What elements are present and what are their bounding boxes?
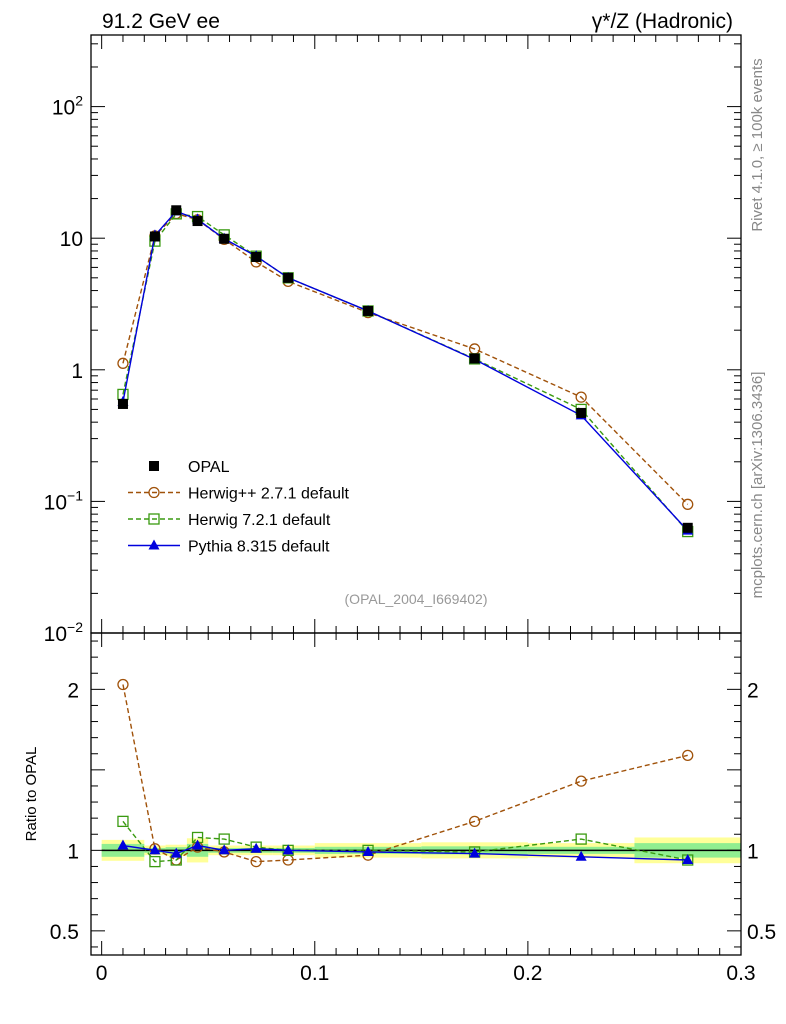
analysis-id: (OPAL_2004_I669402) [345,591,488,607]
ratio-point-herwig7 [149,855,161,868]
header-right: γ*/Z (Hadronic) [592,10,733,33]
legend-label-herwigpp: Herwig++ 2.7.1 default [188,486,350,503]
series-line-pythia [122,210,689,532]
series-line-herwig7 [122,213,689,533]
data-point-opal [149,231,160,242]
ratio-y-tick-label-right: 0.5 [747,921,776,944]
ratio-point-pythia [682,854,694,865]
ratio-point-pythia [282,844,294,855]
legend-entry-herwigpp: Herwig++ 2.7.1 default [128,486,350,503]
data-point-opal [251,251,262,262]
ratio-y-tick-label-right: 1 [747,840,759,863]
y-tick-label: 10−1 [44,487,84,514]
data-point-opal [682,522,693,533]
ratio-point-herwigpp [575,775,587,787]
y-tick-label: 10−2 [44,619,84,646]
legend-label-opal: OPAL [188,459,230,476]
ratio-y-tick-label-left: 0.5 [50,921,79,944]
ratio-y-tick-label-left: 1 [67,840,79,863]
x-tick-label: 0.3 [726,962,755,985]
ratio-frame [90,632,742,956]
data-point-opal [219,233,230,244]
ratio-point-herwig7 [117,815,129,828]
ratio-point-herwig7 [575,833,587,845]
ratio-point-pythia [170,847,182,858]
ratio-point-pythia [362,845,374,856]
legend-marker-opal [149,461,159,471]
mcplots-label: mcplots.cern.ch [arXiv:1306.3436] [749,372,766,599]
legend-label-herwig7: Herwig 7.2.1 default [188,512,331,529]
ratio-point-herwigpp [468,815,481,828]
ratio-point-pythia [117,839,129,850]
data-point-opal [117,398,128,409]
ratio-point-herwigpp [117,678,129,691]
ratio-point-herwigpp [250,855,262,868]
legend-marker-herwigpp [148,486,160,499]
data-point-opal [192,216,203,227]
legend-entry-opal: OPAL [149,459,230,476]
data-point-herwigpp [117,357,129,369]
legend-entry-pythia: Pythia 8.315 default [128,539,330,556]
ratio-y-tick-label-left: 2 [67,679,79,702]
y-tick-label: 102 [52,93,83,120]
header-left: 91.2 GeV ee [102,10,220,33]
ratio-point-pythia [218,844,230,855]
series-opal [117,205,693,533]
data-point-opal [469,353,480,364]
data-point-herwigpp [575,391,587,403]
ratio-line-herwigpp [122,684,688,863]
ratio-point-pythia [149,844,161,855]
ratio-ylabel: Ratio to OPAL [23,747,40,842]
ratio-point-pythia [250,842,262,853]
ratio-point-pythia [192,839,204,850]
x-tick-label: 0.2 [513,962,542,985]
ratio-point-pythia [469,847,481,858]
legend-marker-pythia [148,539,160,550]
data-point-opal [363,305,374,316]
legend-marker-herwig7 [148,513,160,525]
data-point-herwigpp [682,498,694,510]
x-tick-label: 0.1 [300,962,329,985]
legend: OPAL Herwig++ 2.7.1 default Herwig 7.2.1 d… [128,459,350,556]
data-point-opal [283,272,294,283]
ratio-series-pythia [117,839,694,865]
data-point-opal [576,407,587,418]
data-point-opal [171,205,182,216]
ratio-point-herwig7 [218,833,230,845]
ratio-point-herwigpp [682,749,694,762]
x-tick-label: 0 [96,962,108,985]
legend-label-pythia: Pythia 8.315 default [188,539,330,556]
y-tick-label: 10 [60,228,83,251]
rivet-label: Rivet 4.1.0, ≥ 100k events [749,58,766,231]
ratio-y-tick-label-right: 2 [747,679,759,702]
y-tick-label: 1 [71,360,83,383]
ratio-point-pythia [575,850,587,861]
legend-entry-herwig7: Herwig 7.2.1 default [128,512,331,529]
